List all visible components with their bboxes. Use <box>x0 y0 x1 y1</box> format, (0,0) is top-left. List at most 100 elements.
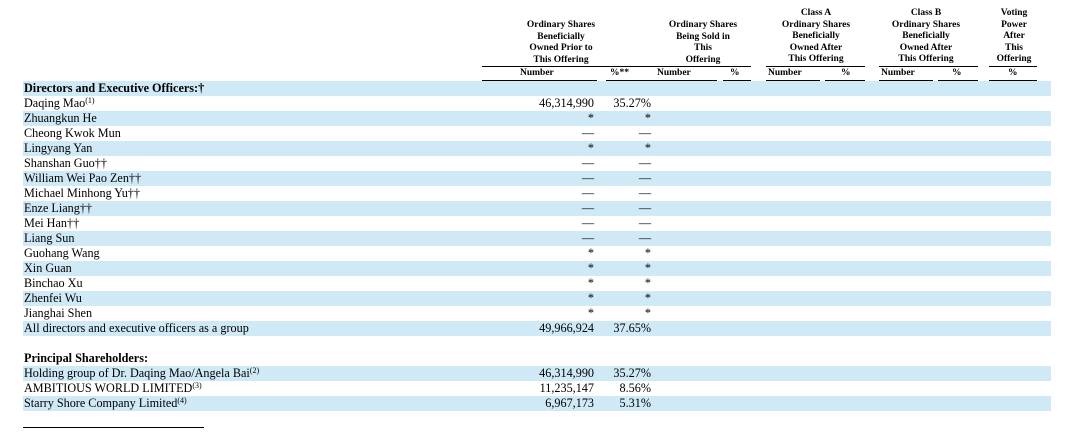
holder-name-text: Mei Han†† <box>24 216 80 230</box>
holder-name-text: Zhenfei Wu <box>24 291 82 305</box>
subheader-number: Number <box>881 68 915 78</box>
header-line: Ordinary Shares <box>891 19 961 30</box>
table-row: Holding group of Dr. Daqing Mao/Angela B… <box>23 366 1051 381</box>
shares-number: 46,314,990 <box>484 366 596 381</box>
holder-name: Guohang Wang <box>23 246 484 261</box>
subheader-rule <box>606 80 664 81</box>
table-row: Michael Minhong Yu†† — — <box>23 186 1051 201</box>
holder-name-text: Daqing Mao <box>24 96 86 110</box>
shares-percent: 5.31% <box>596 396 653 411</box>
shares-percent: 37.65% <box>596 321 653 336</box>
shares-percent: * <box>596 261 653 276</box>
holder-name: All directors and executive officers as … <box>23 321 484 336</box>
subheader-pct: % <box>841 68 851 78</box>
spacer-row <box>23 336 1051 351</box>
shares-number: * <box>587 306 594 320</box>
shares-percent: — <box>638 126 651 140</box>
holder-name: Cheong Kwok Mun <box>23 126 484 141</box>
header-rule <box>989 66 1037 67</box>
holder-name: AMBITIOUS WORLD LIMITED(3) <box>23 381 484 396</box>
table-row: Mei Han†† — — <box>23 216 1051 231</box>
subheader-pct: % <box>952 68 962 78</box>
holder-name: Jianghai Shen <box>23 306 484 321</box>
shares-percent: 35.27% <box>596 366 653 381</box>
header-line: Owned After <box>899 42 953 53</box>
header-rule <box>766 66 865 67</box>
holder-name-text: Starry Shore Company Limited <box>24 396 178 410</box>
holder-name: Mei Han†† <box>23 216 484 231</box>
subheader-rule <box>938 80 978 81</box>
subheader-number: Number <box>768 68 802 78</box>
header-line: Ordinary Shares <box>781 19 851 30</box>
table-row: Daqing Mao(1) 46,314,990 35.27% <box>23 96 1051 111</box>
shares-percent: * <box>644 276 651 290</box>
shares-number: — <box>581 126 594 140</box>
shares-percent: — <box>638 186 651 200</box>
table-row: Zhenfei Wu * * <box>23 291 1051 306</box>
holder-name-text: All directors and executive officers as … <box>24 321 249 335</box>
table-row: Starry Shore Company Limited(4) 6,967,173… <box>23 396 1051 411</box>
section-row: Directors and Executive Officers:† <box>23 81 1051 96</box>
shares-percent: — <box>638 156 651 170</box>
holder-name-text: Shanshan Guo†† <box>24 156 107 170</box>
shares-percent: * <box>644 246 651 260</box>
holder-name-text: Enze Liang†† <box>24 201 93 215</box>
footnote-ref: (2) <box>249 366 260 375</box>
shares-number: — <box>484 231 596 246</box>
holder-name: Holding group of Dr. Daqing Mao/Angela B… <box>23 366 484 381</box>
footnote-ref: (3) <box>192 381 202 390</box>
header-sold: Ordinary Shares Being Sold in This Offer… <box>653 20 753 66</box>
shares-number: * <box>484 261 596 276</box>
shares-number: — <box>581 216 594 230</box>
header-prior: Ordinary Shares Beneficially Owned Prior… <box>505 20 617 66</box>
header-line: Ordinary Shares <box>526 20 596 30</box>
shares-percent: * <box>596 141 653 156</box>
table-row: Cheong Kwok Mun — — <box>23 126 1051 141</box>
shares-number: * <box>484 141 596 156</box>
table-row: Shanshan Guo†† — — <box>23 156 1051 171</box>
table-row: Zhuangkun He * * <box>23 111 1051 126</box>
table-row: Binchao Xu * * <box>23 276 1051 291</box>
holder-name-text: Jianghai Shen <box>24 306 93 320</box>
holder-name-text: Zhuangkun He <box>24 111 97 125</box>
header-rule <box>879 66 978 67</box>
shares-number: * <box>587 276 594 290</box>
section-title: Directors and Executive Officers:† <box>23 81 484 96</box>
header-line: This Offering <box>533 54 589 65</box>
ownership-table: Directors and Executive Officers:† Daqin… <box>23 81 1051 411</box>
holder-name: Liang Sun <box>23 231 484 246</box>
header-line: Owned Prior to <box>529 43 593 54</box>
subheader-number: Number <box>520 68 554 78</box>
shares-number: — <box>581 186 594 200</box>
table-row: William Wei Pao Zen†† — — <box>23 171 1051 186</box>
holder-name: Enze Liang†† <box>23 201 484 216</box>
holder-name: Zhuangkun He <box>23 111 484 126</box>
holder-name: Shanshan Guo†† <box>23 156 484 171</box>
holder-name-text: Lingyang Yan <box>24 141 93 155</box>
table-row: Lingyang Yan * * <box>23 141 1051 156</box>
shares-percent: — <box>596 171 653 186</box>
header-line: This <box>1005 42 1023 53</box>
header-line: Class A <box>800 8 832 18</box>
shares-number: * <box>587 246 594 260</box>
holder-name: Zhenfei Wu <box>23 291 484 306</box>
holder-name-text: William Wei Pao Zen†† <box>24 171 142 185</box>
header-line: This Offering <box>898 54 954 65</box>
subheader-rule <box>482 80 597 81</box>
shares-number: 6,967,173 <box>484 396 596 411</box>
holder-name: Daqing Mao(1) <box>23 96 484 111</box>
subheader-rule <box>989 80 1037 81</box>
header-line: Ordinary Shares <box>668 20 738 30</box>
header-line: Owned After <box>789 42 843 53</box>
table-row: All directors and executive officers as … <box>23 321 1051 336</box>
holder-name: Michael Minhong Yu†† <box>23 186 484 201</box>
shares-percent: 8.56% <box>619 381 651 395</box>
holder-name: Binchao Xu <box>23 276 484 291</box>
holder-name: Xin Guan <box>23 261 484 276</box>
shares-percent: * <box>596 291 653 306</box>
header-line: Offering <box>685 54 721 65</box>
header-voting: Voting Power After This Offering <box>985 8 1043 66</box>
header-line: Power <box>1001 19 1027 30</box>
subheader-pct: % <box>1008 68 1018 78</box>
shares-number: — <box>484 201 596 216</box>
